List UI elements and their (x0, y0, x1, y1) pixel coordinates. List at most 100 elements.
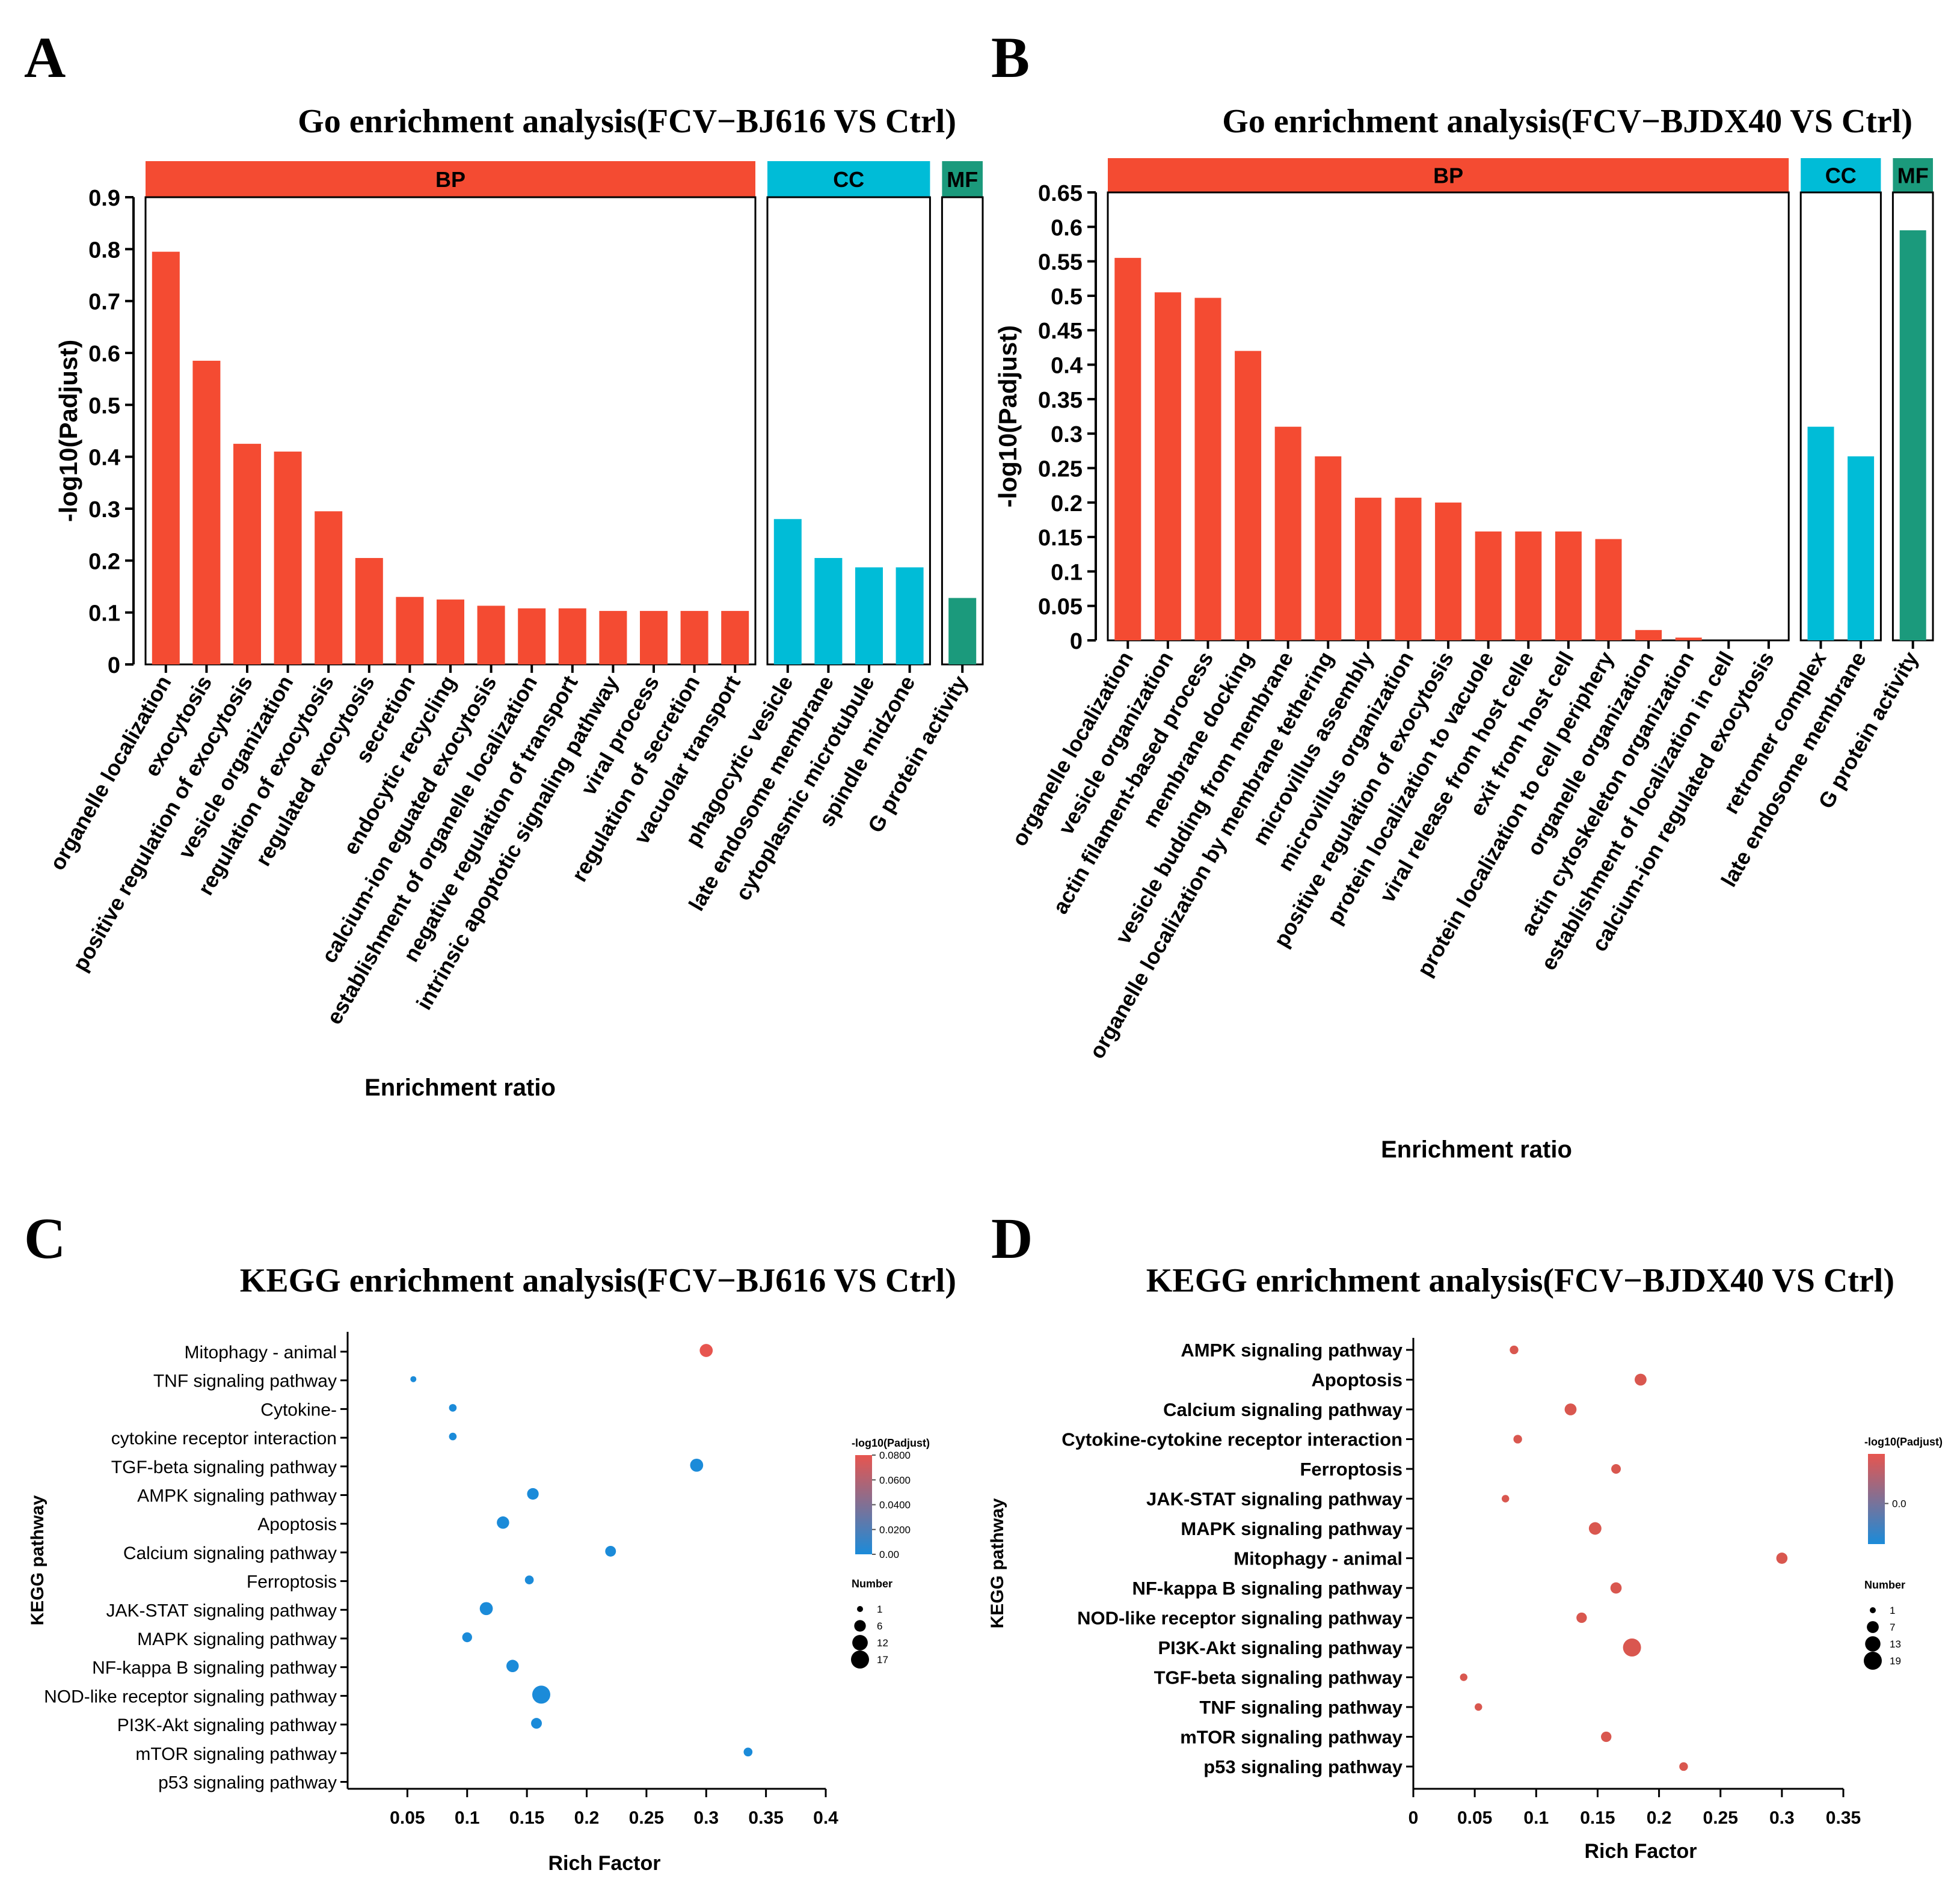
y-tick-label: 0.25 (1038, 456, 1083, 482)
bar (855, 567, 883, 664)
y-tick-label: 0 (1070, 629, 1083, 654)
bar (518, 608, 546, 664)
data-point (1510, 1345, 1519, 1355)
pathway-label: TNF signaling pathway (1199, 1697, 1402, 1718)
bar (1635, 630, 1662, 640)
pathway-label: Calcium signaling pathway (123, 1543, 337, 1563)
data-point (1475, 1703, 1482, 1711)
panel-letter-c: C (24, 1206, 66, 1271)
y-tick-label: 0.3 (88, 497, 120, 523)
color-bar (855, 1455, 872, 1554)
bar (640, 611, 668, 664)
color-legend: -log10(Padjust) 0.0 (1864, 1436, 1943, 1544)
chart-title: KEGG enrichment analysis(FCV−BJ616 VS Ct… (240, 1262, 956, 1299)
pathway-label: Apoptosis (257, 1515, 337, 1534)
color-bar (1868, 1454, 1885, 1544)
size-legend-label: 12 (877, 1637, 888, 1649)
y-tick-label: 0.2 (1051, 491, 1083, 516)
x-axis-title: Rich Factor (1584, 1840, 1697, 1863)
size-legend-dot (1864, 1652, 1882, 1670)
y-tick-label: 0.2 (88, 549, 120, 574)
x-tick-label: 0 (1409, 1808, 1419, 1828)
y-tick-label: 0.45 (1038, 319, 1083, 344)
panel-a-chart: Go enrichment analysis(FCV−BJ616 VS Ctrl… (45, 103, 984, 1101)
y-tick-label: 0.5 (1051, 284, 1083, 310)
data-point (497, 1516, 509, 1529)
pathway-label: Cytokine-cytokine receptor interaction (1061, 1429, 1402, 1450)
data-point (527, 1488, 539, 1500)
color-legend-tick-label: 0.0400 (879, 1500, 911, 1511)
pathway-label: mTOR signaling pathway (135, 1744, 337, 1764)
size-legend-dot (1867, 1621, 1879, 1633)
chart-title: KEGG enrichment analysis(FCV−BJDX40 VS C… (1146, 1262, 1894, 1299)
data-point (531, 1718, 542, 1729)
x-axis-title: Rich Factor (548, 1852, 660, 1875)
data-point (1501, 1495, 1510, 1503)
pathway-label: mTOR signaling pathway (1180, 1727, 1403, 1748)
y-tick-label: 0.4 (1051, 354, 1083, 379)
bar (152, 251, 180, 664)
facet-strip-mf (1893, 158, 1933, 192)
panel-d-chart: KEGG enrichment analysis(FCV−BJDX40 VS C… (988, 1262, 1943, 1863)
data-point (532, 1685, 550, 1704)
bar (599, 611, 627, 664)
pathway-label: Cytokine- (260, 1400, 337, 1420)
data-point (1611, 1464, 1621, 1474)
panel-b-chart: Go enrichment analysis(FCV−BJDX40 VS Ctr… (994, 103, 1934, 1163)
size-legend-label: 1 (877, 1604, 882, 1615)
bar (233, 444, 261, 664)
bar (396, 596, 424, 664)
pathway-label: NF-kappa B signaling pathway (92, 1658, 337, 1678)
bar (1435, 502, 1462, 640)
size-legend: Number 1 6 12 17 (851, 1578, 892, 1669)
pathway-label: AMPK signaling pathway (137, 1486, 337, 1506)
y-tick-label: 0.5 (88, 393, 120, 418)
facet-label: MF (1897, 164, 1929, 188)
data-point (1601, 1731, 1612, 1743)
pathway-label: p53 signaling pathway (1203, 1756, 1402, 1777)
data-point (1460, 1673, 1467, 1681)
y-tick-label: 0.1 (88, 601, 120, 627)
data-point (449, 1404, 457, 1412)
x-tick-label: 0.35 (748, 1808, 783, 1828)
size-legend-dot (1865, 1636, 1881, 1652)
bar (1899, 230, 1926, 640)
size-legend-label: 19 (1890, 1655, 1901, 1667)
size-legend-dot (854, 1620, 866, 1632)
pathway-label: NF-kappa B signaling pathway (1132, 1578, 1402, 1599)
bar (477, 605, 505, 664)
color-legend-tick-label: 0.0600 (879, 1474, 911, 1486)
bar (1395, 497, 1422, 640)
x-axis-title: Enrichment ratio (364, 1074, 556, 1101)
bar (1848, 456, 1875, 640)
data-point (410, 1376, 417, 1382)
size-legend-label: 6 (877, 1620, 882, 1632)
x-tick-label: 0.4 (813, 1808, 838, 1828)
size-legend-dot (857, 1606, 863, 1612)
facet-label: BP (435, 167, 465, 192)
bar (1515, 531, 1542, 640)
bar (1274, 426, 1301, 640)
x-tick-label: 0.1 (1523, 1808, 1549, 1828)
size-legend-dot (851, 1651, 869, 1669)
pathway-label: PI3K-Akt signaling pathway (1158, 1637, 1402, 1658)
data-point (1776, 1552, 1788, 1564)
chart-title: Go enrichment analysis(FCV−BJ616 VS Ctrl… (298, 103, 956, 140)
data-point (1564, 1403, 1577, 1415)
bar (558, 608, 586, 664)
pathway-label: TGF-beta signaling pathway (111, 1457, 337, 1477)
pathway-label: TNF signaling pathway (153, 1372, 337, 1391)
pathway-label: NOD-like receptor signaling pathway (44, 1687, 337, 1706)
size-legend-title: Number (1864, 1579, 1905, 1591)
x-tick-label: 0.05 (390, 1808, 425, 1828)
bar (680, 611, 708, 664)
data-point (690, 1458, 704, 1472)
bar (1114, 257, 1141, 640)
bar (1235, 351, 1262, 640)
size-legend-label: 17 (877, 1654, 888, 1666)
y-tick-label: 0 (108, 653, 120, 678)
pathway-label: Ferroptosis (247, 1572, 337, 1592)
x-tick-label: 0.2 (1647, 1808, 1672, 1828)
